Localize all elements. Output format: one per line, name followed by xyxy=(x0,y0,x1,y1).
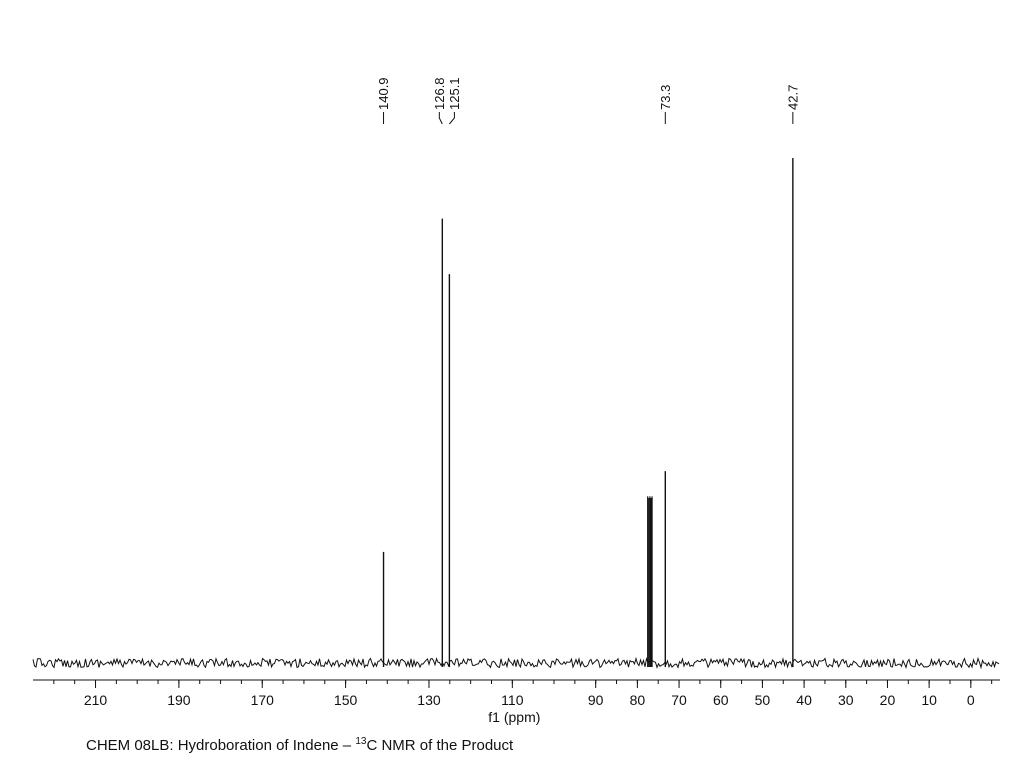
caption-prefix: CHEM 08LB: Hydroboration of Indene – xyxy=(86,737,356,754)
x-tick-label: 40 xyxy=(796,692,812,708)
peak-label-text: 73.3 xyxy=(658,85,673,110)
x-tick-label: 10 xyxy=(921,692,937,708)
peak-label-leader xyxy=(449,112,455,125)
peaks xyxy=(382,158,794,667)
x-tick-label: 150 xyxy=(334,692,358,708)
peak-label-text: 42.7 xyxy=(785,85,800,110)
x-tick-label: 70 xyxy=(671,692,687,708)
peak-label: 126.8 xyxy=(432,77,447,125)
x-tick-label: 190 xyxy=(167,692,191,708)
x-axis-label: f1 (ppm) xyxy=(488,709,540,725)
x-tick-label: 0 xyxy=(967,692,975,708)
x-tick-label: 130 xyxy=(417,692,441,708)
peak-label-text: 140.9 xyxy=(376,77,391,110)
baseline-noise xyxy=(32,656,1000,670)
x-tick-label: 30 xyxy=(838,692,854,708)
x-tick-label: 50 xyxy=(755,692,771,708)
peak-label: 73.3 xyxy=(658,85,673,124)
figure-caption: CHEM 08LB: Hydroboration of Indene – 13C… xyxy=(86,736,513,754)
peak-label-text: 125.1 xyxy=(447,77,462,110)
peak-label: 42.7 xyxy=(785,85,800,124)
x-tick-label: 210 xyxy=(84,692,108,708)
caption-isotope: 13 xyxy=(355,736,367,747)
peak-label-text: 126.8 xyxy=(432,77,447,110)
caption-suffix: C NMR of the Product xyxy=(366,737,514,754)
x-tick-label: 170 xyxy=(251,692,275,708)
x-tick-label: 110 xyxy=(501,692,524,708)
peak-label-leader xyxy=(438,112,443,125)
x-axis-ticks: 210 190 170 150 130 110 90 80 70 60 50 40 30 20 10 0 xyxy=(53,680,993,708)
peak-label: 125.1 xyxy=(447,77,462,125)
x-tick-label: 80 xyxy=(630,692,646,708)
x-tick-label: 20 xyxy=(880,692,896,708)
peak-label: 140.9 xyxy=(376,77,391,124)
baseline-trace xyxy=(32,656,1000,670)
x-tick-label: 60 xyxy=(713,692,729,708)
peak-labels: 140.9 126.8 125.1 73.3 42.7 xyxy=(376,77,800,125)
x-tick-label: 90 xyxy=(588,692,604,708)
